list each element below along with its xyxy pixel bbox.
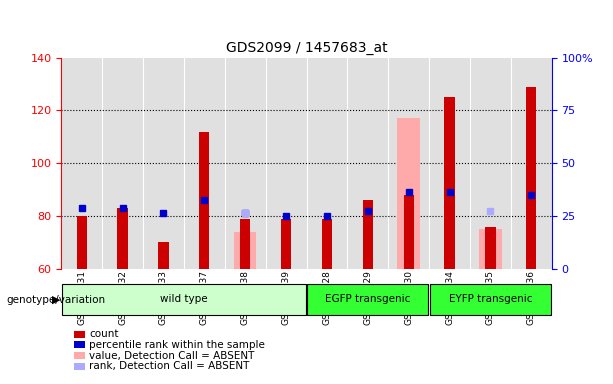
Bar <box>62 284 306 315</box>
Bar <box>184 58 225 269</box>
Bar <box>118 208 128 269</box>
Bar <box>485 227 495 269</box>
Bar <box>363 200 373 269</box>
Bar <box>511 58 552 269</box>
Bar <box>199 131 210 269</box>
Text: count: count <box>89 329 118 339</box>
Bar <box>322 218 332 269</box>
Bar <box>397 118 420 269</box>
Bar <box>470 58 511 269</box>
Bar <box>265 58 306 269</box>
Bar <box>61 58 102 269</box>
Text: percentile rank within the sample: percentile rank within the sample <box>89 340 265 350</box>
Bar <box>429 58 470 269</box>
Text: wild type: wild type <box>160 294 208 304</box>
Bar <box>240 218 250 269</box>
Bar <box>158 242 169 269</box>
Bar <box>403 195 414 269</box>
Bar <box>479 229 501 269</box>
Bar <box>306 58 348 269</box>
Bar <box>234 232 256 269</box>
Text: EGFP transgenic: EGFP transgenic <box>325 294 411 304</box>
Bar <box>225 58 265 269</box>
Text: EYFP transgenic: EYFP transgenic <box>449 294 532 304</box>
Bar <box>143 58 184 269</box>
Bar <box>102 58 143 269</box>
Bar <box>348 58 388 269</box>
Bar <box>430 284 551 315</box>
Bar <box>526 87 536 269</box>
Text: value, Detection Call = ABSENT: value, Detection Call = ABSENT <box>89 351 254 361</box>
Bar <box>388 58 429 269</box>
Bar <box>444 97 455 269</box>
Title: GDS2099 / 1457683_at: GDS2099 / 1457683_at <box>226 41 387 55</box>
Text: genotype/variation: genotype/variation <box>6 295 105 305</box>
Bar <box>281 218 291 269</box>
Text: ▶: ▶ <box>51 295 60 305</box>
Text: rank, Detection Call = ABSENT: rank, Detection Call = ABSENT <box>89 361 249 371</box>
Bar <box>307 284 428 315</box>
Bar <box>77 216 87 269</box>
